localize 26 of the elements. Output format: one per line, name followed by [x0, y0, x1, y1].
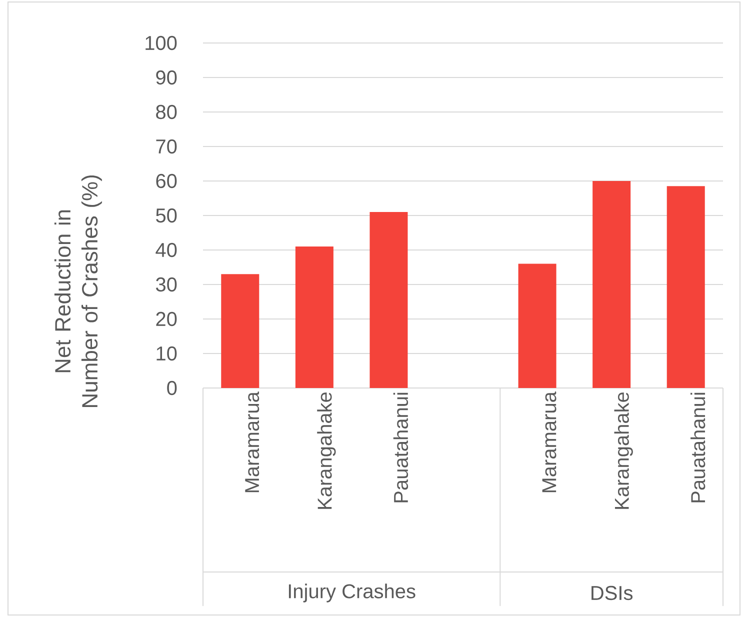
x-tick-label: Pauatahanui [690, 392, 706, 502]
x-tick-label: Maramarua [245, 392, 260, 492]
x-tick-label: Karangahake [614, 392, 633, 509]
x-tick-label: Maramarua [542, 392, 556, 492]
y-tick-label: 20 [156, 312, 177, 326]
x-tick-label: Karangahake [317, 392, 336, 509]
bar [592, 180, 631, 388]
text: Injury Crashes [288, 584, 416, 602]
text: DSIs [592, 586, 633, 600]
x-tick-label: Pauatahanui [393, 392, 408, 502]
y-tick-label: 60 [156, 174, 177, 188]
y-tick-label: 40 [156, 242, 177, 258]
y-tick-label: 0 [167, 380, 177, 396]
y-tick-label: 70 [156, 139, 177, 154]
y-tick-label: 10 [156, 346, 177, 361]
y-tick-label: 80 [156, 104, 177, 120]
bar [295, 246, 334, 388]
y-tick-label: 100 [146, 36, 177, 50]
bar [666, 186, 705, 388]
y-tick-label: 50 [156, 208, 177, 223]
y-tick-label: 90 [156, 70, 177, 85]
bar [518, 264, 556, 388]
bar [221, 274, 260, 388]
y-axis-title: Net Reduction in Number of Crashes (%) [54, 175, 102, 407]
bar [370, 212, 408, 388]
y-tick-label: 30 [156, 277, 177, 292]
